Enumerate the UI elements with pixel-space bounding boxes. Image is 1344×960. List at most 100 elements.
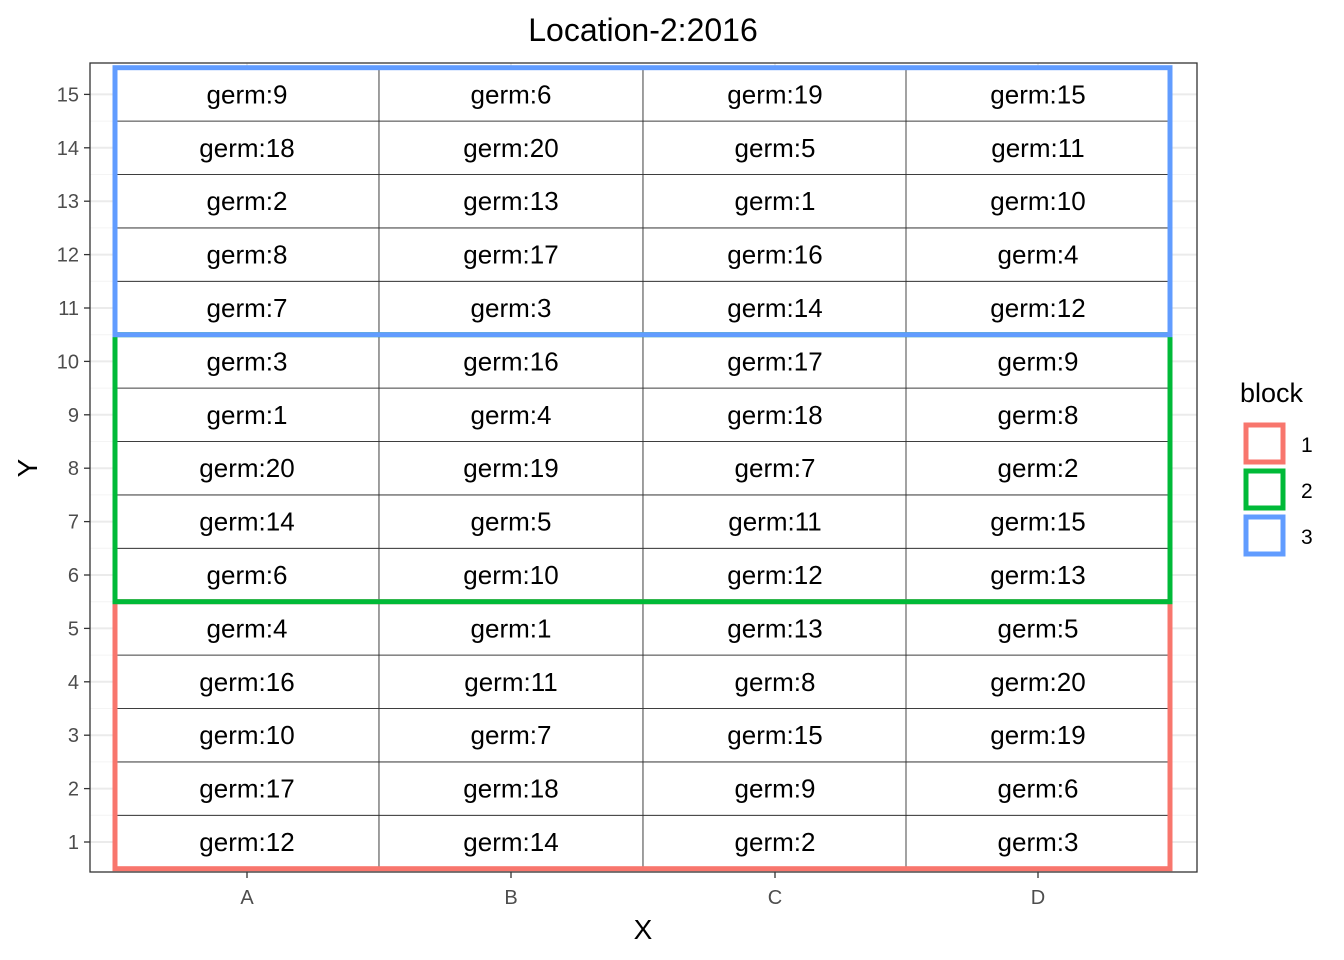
legend-key-1 [1243,422,1286,465]
cell-label: germ:5 [471,507,552,537]
cell-label: germ:6 [207,560,288,590]
x-tick-label: A [240,887,254,909]
cell-label: germ:2 [735,827,816,857]
plot-cell [114,67,380,122]
plot-cell [642,708,908,763]
plot-cell [905,174,1171,229]
cell-label: germ:10 [463,560,558,590]
plot-cell [114,547,380,603]
plot-cell [642,601,908,656]
plot-cell [378,761,644,816]
x-axis-title: X [634,914,653,945]
cell-label: germ:7 [207,293,288,323]
y-tick-label: 14 [57,138,79,160]
cell-label: germ:1 [207,400,288,430]
cell-label: germ:12 [199,827,294,857]
y-tick-label: 3 [68,725,79,747]
y-tick-label: 5 [68,618,79,640]
plot-cell [378,441,644,496]
cell-label: germ:2 [207,186,288,216]
plot-cell [378,654,644,709]
y-tick-label: 13 [57,191,79,213]
plot-cell [114,120,380,175]
plot-cell [378,601,644,656]
block-outlines [112,65,1173,872]
cell-label: germ:15 [727,720,822,750]
cell-label: germ:1 [471,613,552,643]
y-tick-label: 1 [68,832,79,854]
plot-cell [642,654,908,709]
cell-label: germ:18 [463,774,558,804]
cell-label: germ:8 [735,667,816,697]
cell-label: germ:10 [199,720,294,750]
cell-label: germ:14 [199,507,294,537]
plot-cell [114,814,380,870]
cell-label: germ:20 [199,453,294,483]
cell-label: germ:9 [998,346,1079,376]
cell-label: germ:18 [199,133,294,163]
cell-label: germ:4 [207,613,288,643]
cell-label: germ:12 [727,560,822,590]
cell-label: germ:4 [998,240,1079,270]
y-tick-label: 6 [68,565,79,587]
cell-label: germ:2 [998,453,1079,483]
y-tick-label: 9 [68,405,79,427]
cell-label: germ:10 [990,186,1085,216]
cell-label: germ:13 [463,186,558,216]
plot-cell [905,120,1171,175]
plot-cell [905,494,1171,549]
legend: block 1 2 3 [1240,378,1313,557]
plot-cell [642,761,908,816]
cell-label: germ:4 [471,400,552,430]
cell-label: germ:13 [727,613,822,643]
cell-label: germ:7 [471,720,552,750]
plot-cell [378,334,644,389]
legend-label: 1 [1301,434,1313,457]
y-tick-label: 8 [68,458,79,480]
plot-cell [114,601,380,656]
plot-cell [905,814,1171,870]
x-tick-label: D [1031,887,1045,909]
cell-label: germ:3 [471,293,552,323]
cell-label: germ:17 [463,240,558,270]
plot-cell [378,387,644,442]
cell-label: germ:14 [727,293,822,323]
cell-label: germ:17 [199,774,294,804]
cell-label: germ:16 [199,667,294,697]
y-tick-label: 11 [58,298,79,320]
y-axis-title: Y [12,458,43,477]
cell-label: germ:6 [998,774,1079,804]
plot-cell [905,387,1171,442]
x-axis: A B C D [240,872,1045,909]
y-tick-label: 7 [68,512,79,534]
cell-label: germ:11 [728,507,821,537]
plot-cell [114,761,380,816]
y-tick-label: 2 [68,779,79,801]
plot-cell [905,654,1171,709]
cell-label: germ:13 [990,560,1085,590]
cell-label: germ:5 [998,613,1079,643]
plot-cell [642,494,908,549]
cell-label: germ:17 [727,346,822,376]
plot-cells: germ:12 germ:14 germ:2 germ:3 germ:17 germ:18… [114,67,1171,870]
x-tick-label: C [768,887,782,909]
plot-cell [642,547,908,603]
y-tick-label: 15 [57,84,79,106]
legend-label: 2 [1301,480,1313,503]
y-tick-label: 12 [57,245,79,267]
cell-label: germ:9 [207,79,288,109]
block-outline-3 [112,65,1173,338]
plot-cell [642,441,908,496]
y-tick-label: 4 [68,672,79,694]
cell-label: germ:12 [990,293,1085,323]
plot-cell [642,814,908,870]
cell-label: germ:20 [463,133,558,163]
plot-cell [905,601,1171,656]
plot-cell [642,280,908,336]
cell-label: germ:19 [990,720,1085,750]
cell-label: germ:3 [998,827,1079,857]
cell-label: germ:6 [471,79,552,109]
y-tick-label: 10 [57,351,79,373]
